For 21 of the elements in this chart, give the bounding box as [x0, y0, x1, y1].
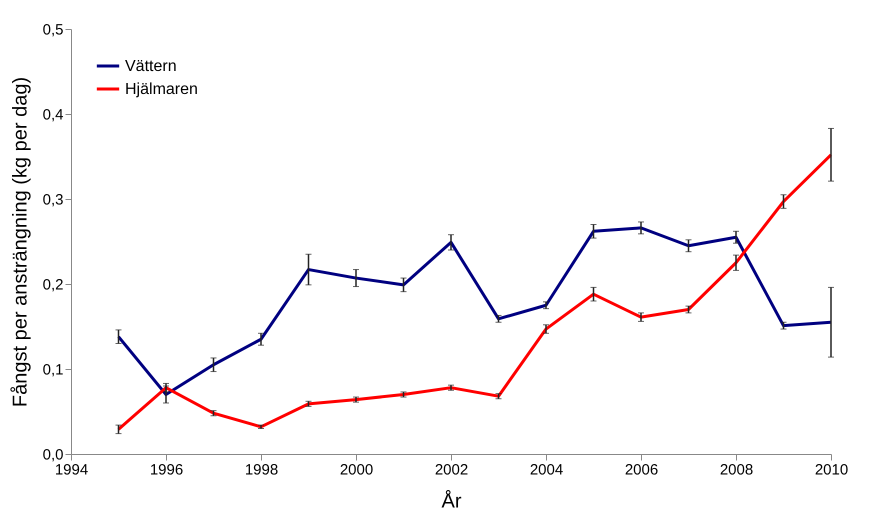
x-tick-label: 1996: [150, 462, 184, 478]
y-tick-label: 0,5: [42, 22, 64, 38]
x-tick-label: 2004: [530, 462, 564, 478]
x-tick-label: 2002: [434, 462, 468, 478]
line-series: [117, 153, 832, 431]
x-tick-label: 2000: [340, 462, 374, 478]
x-tick-label: 2006: [624, 462, 658, 478]
x-tick-label: 1994: [54, 462, 88, 478]
x-tick-label: 2008: [720, 462, 754, 478]
line-series: [117, 226, 832, 396]
y-tick-label: 0,3: [42, 192, 64, 208]
y-axis-title: Fångst per ansträngning (kg per dag): [10, 76, 32, 408]
x-tick-label: 1998: [244, 462, 278, 478]
y-tick-label: 0,4: [42, 106, 64, 124]
legend-label: Hjälmaren: [125, 81, 198, 98]
x-tick-label: 2010: [814, 462, 848, 478]
y-tick-label: 0,1: [42, 362, 64, 378]
y-tick-label: 0,2: [42, 276, 64, 294]
legend-label: Vättern: [125, 58, 177, 75]
x-axis-title: År: [442, 490, 462, 512]
y-tick-label: 0,0: [42, 446, 64, 464]
